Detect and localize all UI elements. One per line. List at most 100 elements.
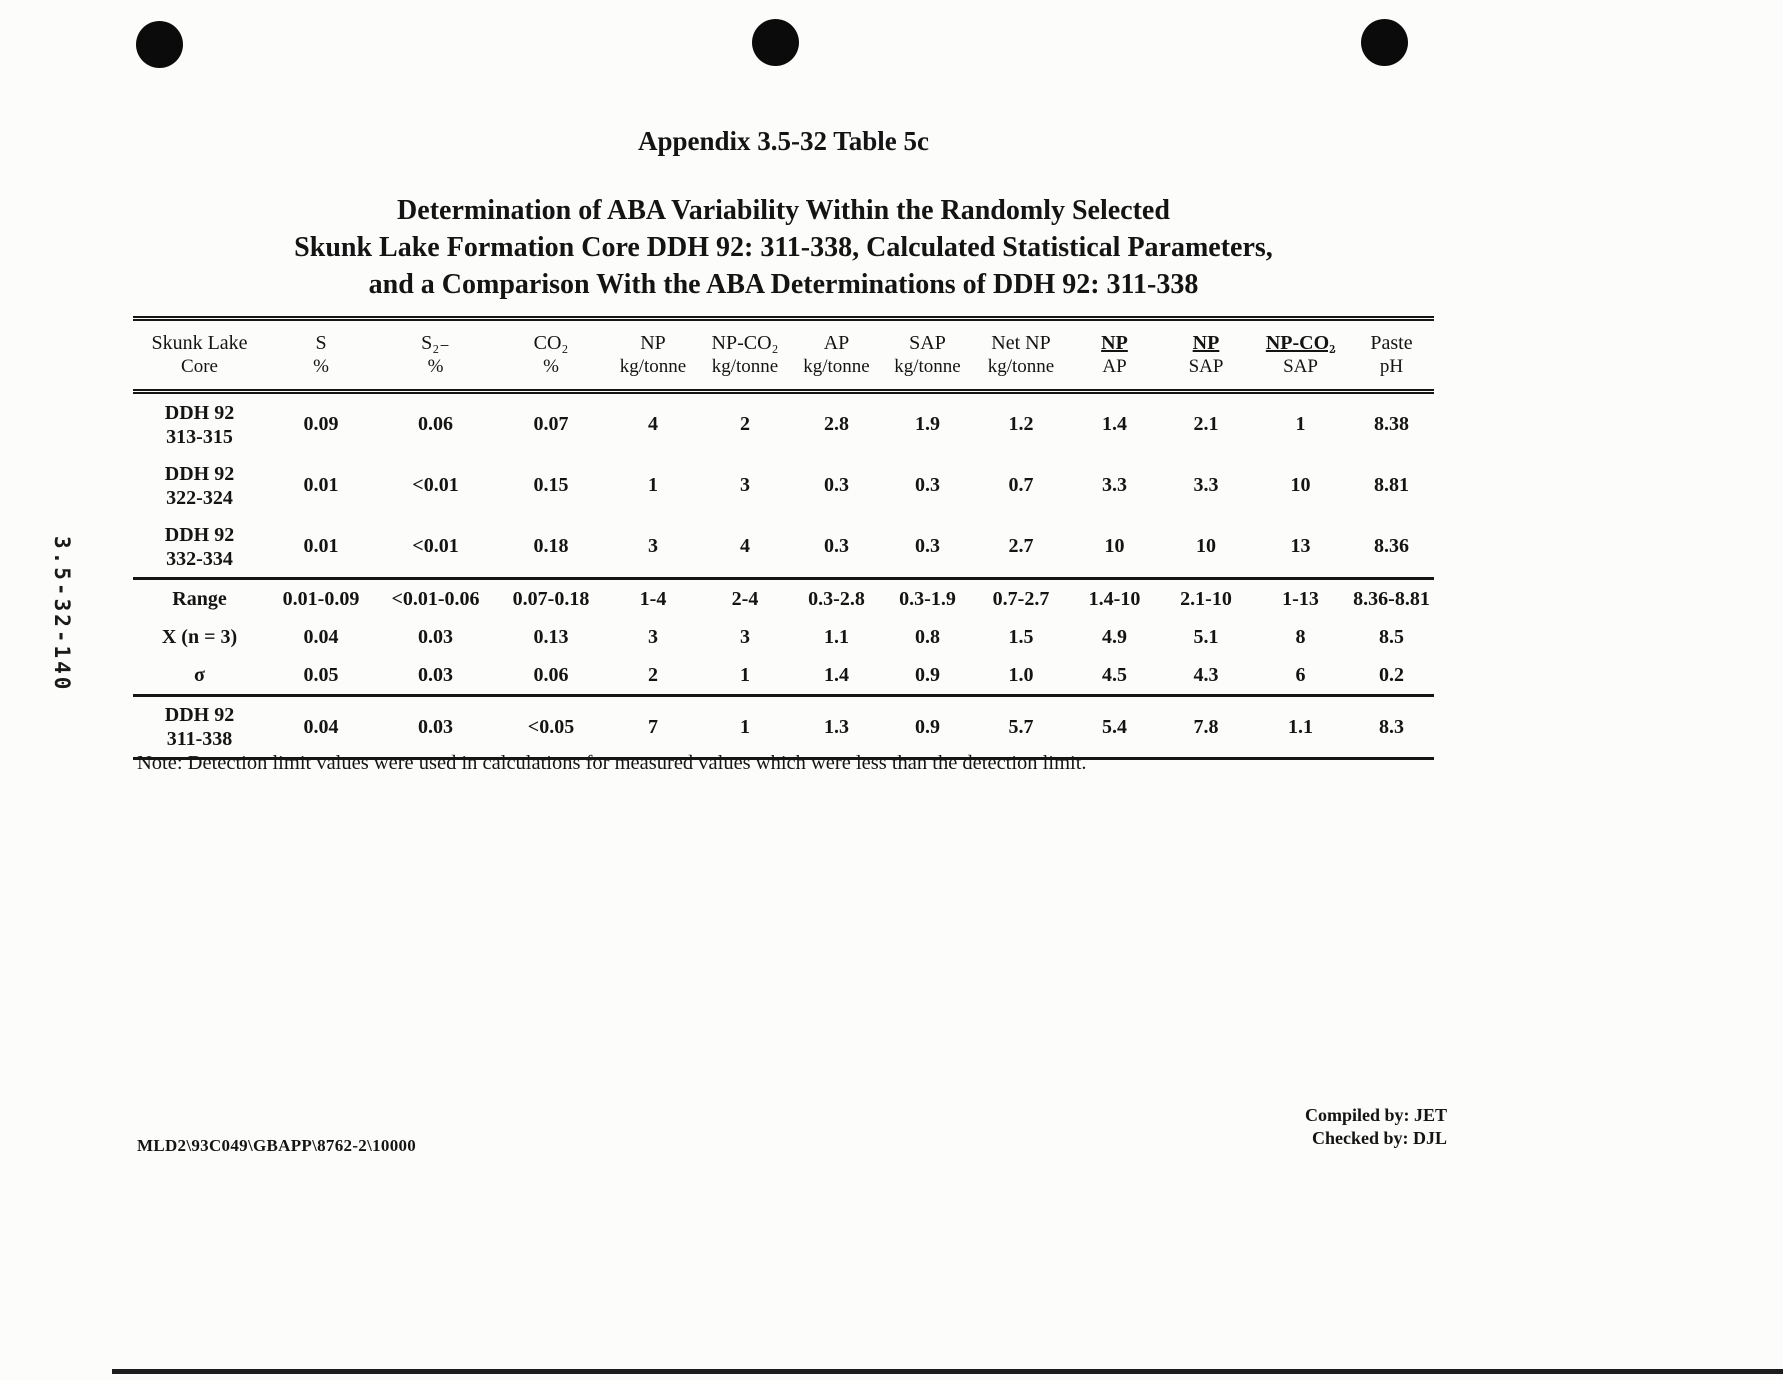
table-cell: 10 (1104, 535, 1125, 557)
table-cell: 3 (648, 625, 658, 648)
col-header-core: Skunk Lake Core (151, 332, 248, 377)
col-header-net-np: Net NP kg/tonne (987, 332, 1055, 377)
table-cell: 0.03 (418, 663, 453, 686)
core-samples-group: DDH 92 313-315 0.09 0.06 0.07 4 2 2.8 1.9 1.2 1.4 2… (133, 392, 1434, 579)
table-cell: 0.04 (303, 715, 339, 738)
table-cell: 0.13 (533, 625, 569, 648)
table-cell: 13 (1290, 535, 1311, 557)
table-cell: 0.04 (303, 625, 339, 648)
table-cell: 1-13 (1282, 587, 1319, 610)
row-label: X (n = 3) (161, 626, 238, 648)
header-row: Skunk Lake Core S% S₂₋% CO₂% NP kg/tonne N… (133, 319, 1434, 392)
table-cell: 7.8 (1193, 715, 1219, 738)
table-cell: 0.3 (824, 474, 849, 496)
table-cell: 8.5 (1379, 625, 1404, 648)
side-page-reference: 3.5-32-140 (50, 536, 74, 693)
table-cell: 0.05 (303, 663, 339, 686)
table-cell: 1.0 (1008, 663, 1034, 686)
table-cell: 0.18 (533, 535, 569, 557)
statistics-group: Range 0.01-0.09 <0.01-0.06 0.07-0.18 1-4 2-4 0… (133, 578, 1434, 696)
table-row: Range 0.01-0.09 <0.01-0.06 0.07-0.18 1-4 2-4 0… (133, 579, 1434, 619)
table-cell: 4.5 (1102, 663, 1127, 686)
table-cell: 1 (740, 715, 750, 738)
table-cell: 8.38 (1374, 413, 1409, 435)
col-header-np-co2-over-sap: NP-CO₂ SAP (1265, 332, 1336, 377)
table-cell: 4.9 (1102, 625, 1127, 648)
table-cell: 7 (648, 715, 658, 738)
row-label: DDH 92 332-334 (164, 523, 235, 570)
row-label: DDH 92 322-324 (164, 462, 235, 509)
table-header: Skunk Lake Core S% S₂₋% CO₂% NP kg/tonne N… (133, 319, 1434, 392)
table-cell: <0.01-0.06 (391, 587, 480, 610)
col-header-np-over-sap: NP SAP (1188, 332, 1224, 377)
col-header-np-over-ap: NP AP (1101, 332, 1128, 377)
table-cell: 2.1-10 (1180, 587, 1232, 610)
table-cell: 8.36 (1374, 535, 1409, 557)
table-cell: 4 (648, 413, 658, 435)
table-cell: 0.2 (1379, 663, 1404, 686)
table-cell: 0.03 (418, 625, 453, 648)
aba-statistics-table: Skunk Lake Core S% S₂₋% CO₂% NP kg/tonne N… (133, 316, 1434, 760)
table-cell: 8.36-8.81 (1353, 587, 1430, 610)
table-cell: 0.01-0.09 (282, 587, 360, 610)
subtitle-line-1: Determination of ABA Variability Within … (397, 195, 1170, 226)
table-cell: 3 (740, 474, 750, 496)
table-cell: 0.3 (915, 474, 940, 496)
table-cell: 8 (1295, 625, 1306, 648)
table-cell: 1.2 (1008, 413, 1034, 435)
table-cell: 1.9 (915, 413, 940, 435)
row-label: DDH 92 311-338 (164, 704, 235, 750)
table-cell: 1.4-10 (1088, 587, 1141, 610)
table-cell: 0.07-0.18 (512, 587, 590, 610)
document-reference-code: MLD2\93C049\GBAPP\8762-2\10000 (137, 1136, 417, 1155)
table-row: DDH 92 332-334 0.01 <0.01 0.18 3 4 0.3 0.3 2.7 10 1… (133, 516, 1434, 579)
table-cell: 5.7 (1008, 715, 1034, 738)
col-header-sap: SAP kg/tonne (894, 332, 961, 377)
row-label: σ (194, 664, 205, 686)
table-cell: <0.05 (527, 715, 575, 738)
table-cell: 0.06 (533, 663, 569, 686)
punch-hole-dot (136, 21, 183, 68)
table-cell: 0.3 (824, 535, 849, 557)
table-cell: 2 (740, 413, 750, 435)
table-cell: 0.15 (533, 474, 569, 496)
table-cell: 1-4 (639, 587, 667, 610)
table-cell: 8.3 (1379, 715, 1404, 738)
table-cell: 0.01 (303, 535, 339, 557)
table-row: DDH 92 322-324 0.01 <0.01 0.15 1 3 0.3 0.3 0.7 3.3… (133, 455, 1434, 516)
table-cell: 3.3 (1193, 474, 1219, 496)
table-cell: 4 (740, 535, 750, 557)
table-cell: 2 (648, 663, 658, 686)
table-cell: 1.4 (824, 663, 849, 686)
table-cell: 6 (1295, 663, 1306, 686)
table-cell: 1.5 (1008, 625, 1034, 648)
table-cell: 0.09 (303, 413, 339, 435)
col-header-s: S% (313, 332, 329, 377)
table-cell: 10 (1290, 474, 1311, 496)
signoff-block: Compiled by: JET Checked by: DJL (1305, 1104, 1447, 1150)
table-cell: 0.06 (418, 413, 453, 435)
col-header-co2: CO₂% (533, 332, 569, 377)
detection-limit-note: Note: Detection limit values were used i… (137, 752, 1087, 774)
table-cell: 0.9 (915, 715, 940, 738)
table-cell: 0.07 (533, 413, 569, 435)
row-label: DDH 92 313-315 (164, 401, 235, 448)
compiled-by: Compiled by: JET (1304, 1105, 1447, 1125)
col-header-ap: AP kg/tonne (803, 332, 870, 377)
table-row: σ 0.05 0.03 0.06 2 1 1.4 0.9 1.0 4.5 4.3 6 0.2 (133, 656, 1434, 696)
table-cell: 5.4 (1102, 715, 1127, 738)
table-cell: 0.7-2.7 (992, 587, 1050, 610)
table-row: DDH 92 313-315 0.09 0.06 0.07 4 2 2.8 1.9 1.2 1.4 2… (133, 392, 1434, 456)
table-cell: 3 (740, 625, 750, 648)
table-cell: 3 (648, 535, 658, 557)
punch-hole-dot (752, 19, 799, 66)
subtitle-line-2: Skunk Lake Formation Core DDH 92: 311-33… (294, 232, 1273, 263)
table-cell: 0.7 (1008, 474, 1034, 496)
table-cell: 0.9 (915, 663, 940, 686)
table-cell: 1.3 (824, 715, 849, 738)
table-cell: <0.01 (412, 535, 459, 557)
table-cell: 1 (740, 663, 750, 686)
table-cell: 0.3-1.9 (899, 587, 956, 610)
table-cell: 1.1 (824, 625, 849, 648)
row-label: Range (172, 588, 227, 610)
